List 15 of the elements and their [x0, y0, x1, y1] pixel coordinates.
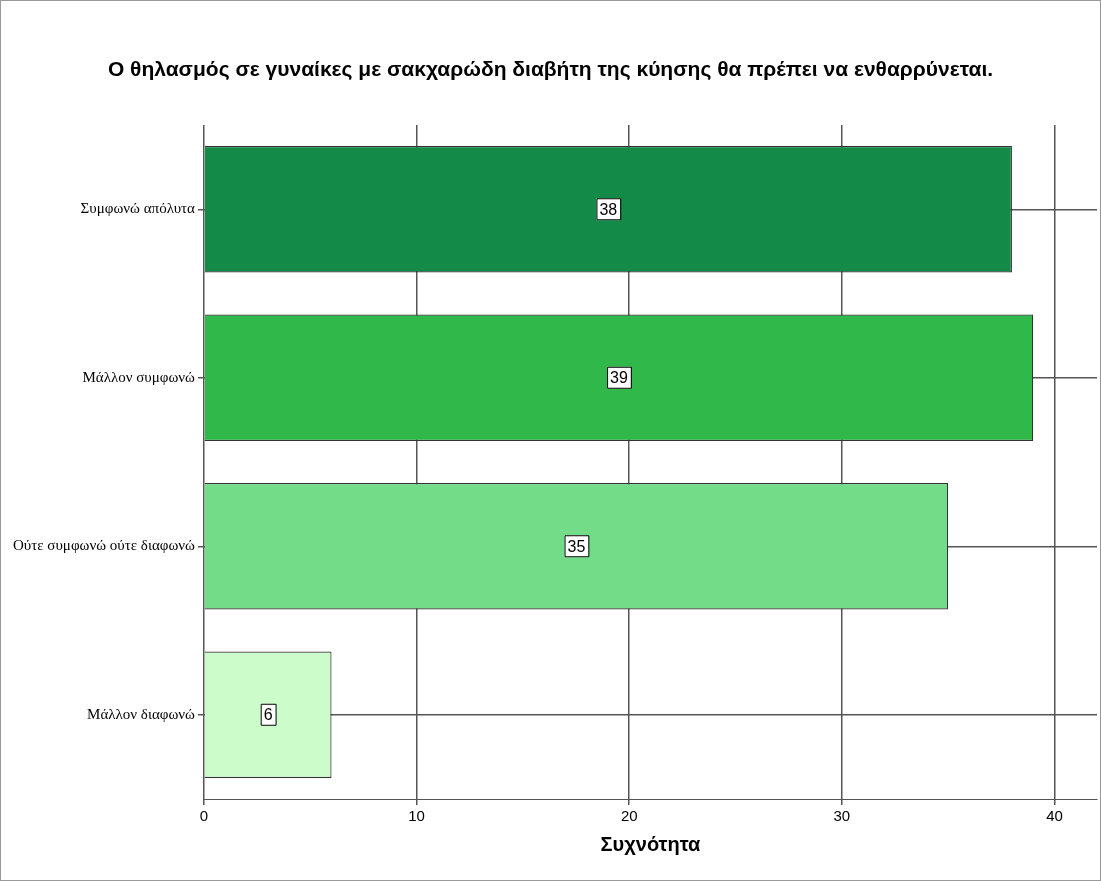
- x-tick-label: 30: [833, 807, 851, 825]
- x-tick-label: 20: [620, 807, 638, 825]
- y-tick-label: Μάλλον συμφωνώ: [82, 368, 196, 385]
- x-tick-label: 10: [408, 807, 425, 825]
- y-tick-label: Μάλλον διαφωνώ: [87, 705, 196, 722]
- y-tick-label: Ούτε συμφωνώ ούτε διαφωνώ: [12, 537, 196, 554]
- x-tick-label: 40: [1046, 807, 1063, 825]
- chart-title: Ο θηλασμός σε γυναίκες με σακχαρώδη διαβήτη της κύησης θα πρέπει να ενθαρρύνεται.: [106, 57, 995, 80]
- y-tick-label: Συμφωνώ απόλυτα: [80, 200, 196, 217]
- data-label: 38: [599, 200, 618, 218]
- x-tick-label: 0: [199, 807, 209, 825]
- data-label: 6: [263, 706, 273, 724]
- data-label: 39: [610, 369, 628, 387]
- x-axis-title: Συχνότητα: [600, 832, 702, 855]
- data-label: 35: [567, 537, 586, 555]
